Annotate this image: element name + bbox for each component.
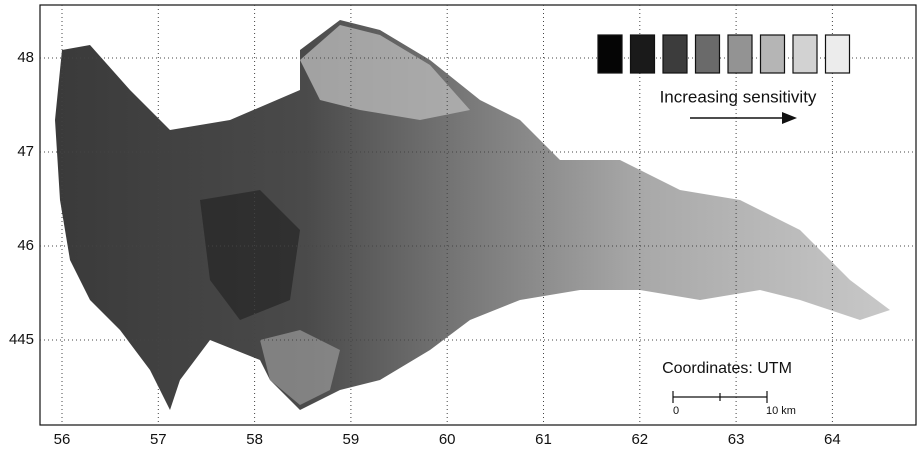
legend-swatch: [728, 35, 752, 73]
legend-swatch: [761, 35, 785, 73]
scale-bar: [673, 391, 767, 403]
scale-end: 10 km: [766, 405, 796, 417]
legend-swatch: [696, 35, 720, 73]
legend-swatch: [793, 35, 817, 73]
x-label: 61: [535, 431, 552, 448]
y-label: 445: [9, 331, 34, 348]
x-label: 62: [631, 431, 648, 448]
map: Increasing sensitivity Coordinates: UTM …: [0, 0, 917, 452]
legend-swatch: [826, 35, 850, 73]
y-label: 47: [17, 143, 34, 160]
x-label: 58: [246, 431, 263, 448]
x-label: 63: [728, 431, 745, 448]
x-label: 57: [150, 431, 167, 448]
arrow-head: [782, 112, 797, 124]
region: [55, 20, 890, 410]
legend-swatch: [663, 35, 687, 73]
x-label: 59: [343, 431, 360, 448]
scale-start: 0: [673, 405, 679, 417]
scale-title: Coordinates: UTM: [662, 360, 792, 377]
x-label: 56: [54, 431, 71, 448]
legend: [598, 35, 850, 73]
legend-swatch: [598, 35, 622, 73]
y-label: 48: [17, 49, 34, 66]
x-label: 64: [824, 431, 841, 448]
legend-swatch: [631, 35, 655, 73]
x-label: 60: [439, 431, 456, 448]
y-label: 46: [17, 237, 34, 254]
watershed: [55, 20, 890, 410]
legend-caption: Increasing sensitivity: [660, 87, 817, 106]
